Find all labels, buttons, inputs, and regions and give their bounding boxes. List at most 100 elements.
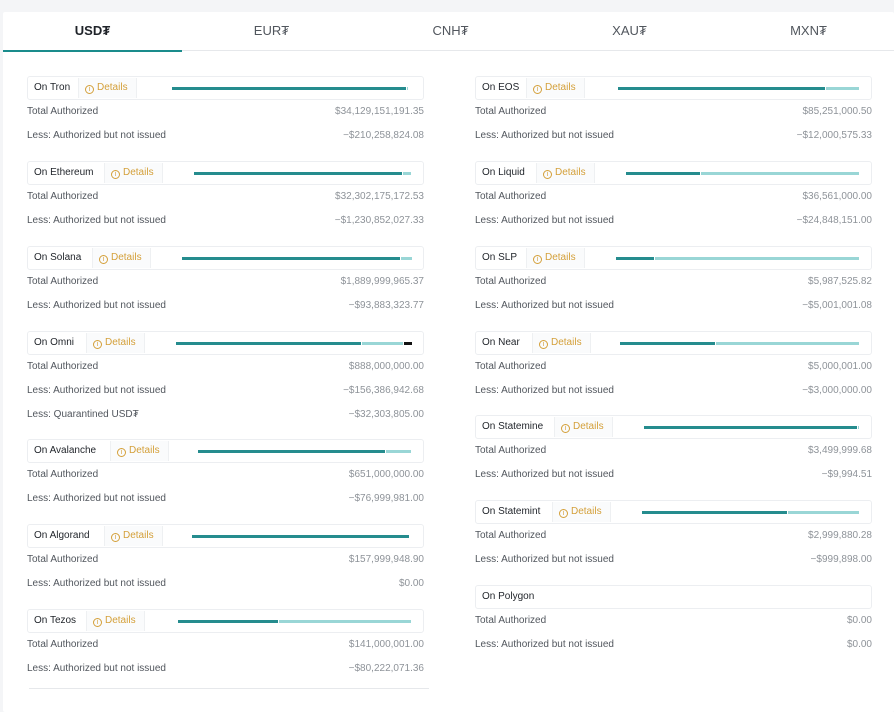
chain-header: On Near i Details	[475, 331, 872, 355]
details-button[interactable]: i Details	[86, 333, 145, 353]
chain-name: On Liquid	[482, 167, 525, 178]
progress-unissued	[386, 450, 411, 453]
chain-liquid: On Liquid i Details Total Authorized $36,561…	[475, 161, 872, 233]
chain-statemine: On Statemine i Details Total Authorized $3,4…	[475, 415, 872, 487]
row-value: $5,000,001.00	[808, 361, 872, 372]
info-icon: i	[99, 255, 108, 264]
progress-unissued	[858, 426, 859, 429]
details-button[interactable]: i Details	[536, 163, 595, 183]
chain-header: On Ethereum i Details	[27, 161, 424, 185]
tab-eurt[interactable]: EUR₮	[253, 23, 290, 38]
details-button[interactable]: i Details	[552, 502, 611, 522]
chain-header: On SLP i Details	[475, 246, 872, 270]
details-label: Details	[123, 530, 154, 541]
chain-name: On EOS	[482, 82, 520, 93]
row-label: Total Authorized	[27, 639, 99, 650]
details-button[interactable]: i Details	[104, 163, 163, 183]
details-label: Details	[97, 82, 128, 93]
details-label: Details	[573, 421, 604, 432]
row-label: Total Authorized	[475, 530, 547, 541]
chain-row: Total Authorized $85,251,000.50	[475, 100, 872, 124]
row-label: Less: Authorized but not issued	[475, 215, 614, 226]
chain-header: On Avalanche i Details	[27, 439, 424, 463]
details-button[interactable]: i Details	[86, 611, 145, 631]
tether-transparency-card: USD₮ EUR₮ CNH₮ XAU₮ MXN₮ On Tron i Details…	[3, 12, 894, 712]
details-button[interactable]: i Details	[554, 417, 613, 437]
details-label: Details	[111, 252, 142, 263]
tab-xaut[interactable]: XAU₮	[612, 23, 647, 38]
chain-name: On Algorand	[34, 530, 90, 541]
progress-unissued	[826, 87, 859, 90]
row-value: $0.00	[846, 639, 872, 650]
chain-polygon: On Polygon Total Authorized $0.00 Less: Aut…	[475, 585, 872, 657]
chain-name: On SLP	[482, 252, 518, 263]
row-label: Total Authorized	[475, 445, 547, 456]
chain-row: Total Authorized $36,561,000.00	[475, 185, 872, 209]
chain-avalanche: On Avalanche i Details Total Authorized $651…	[27, 439, 424, 511]
row-value: $141,000,001.00	[348, 639, 424, 650]
row-label: Total Authorized	[475, 276, 547, 287]
chain-name: On Ethereum	[34, 167, 94, 178]
progress-unissued	[401, 257, 412, 260]
details-button[interactable]: i Details	[92, 248, 151, 268]
chain-slp: On SLP i Details Total Authorized $5,987,525…	[475, 246, 872, 318]
details-button[interactable]: i Details	[78, 78, 137, 98]
chain-name: On Near	[482, 337, 520, 348]
progress-issued	[618, 87, 825, 90]
chain-name: On Statemint	[482, 506, 541, 517]
chain-row: Less: Authorized but not issued −$9,994.5…	[475, 463, 872, 487]
row-label: Total Authorized	[27, 106, 99, 117]
row-label: Less: Authorized but not issued	[475, 300, 614, 311]
row-value: $1,889,999,965.37	[340, 276, 424, 287]
chain-header: On Solana i Details	[27, 246, 424, 270]
row-label: Less: Authorized but not issued	[27, 300, 166, 311]
chain-row: Less: Authorized but not issued $0.00	[27, 572, 424, 596]
details-label: Details	[545, 252, 576, 263]
tab-mxnt[interactable]: MXN₮	[790, 23, 827, 38]
row-value: −$93,883,323.77	[348, 300, 424, 311]
row-value: −$76,999,981.00	[348, 493, 424, 504]
progress-issued	[644, 426, 857, 429]
chain-row: Less: Authorized but not issued −$5,001,0…	[475, 294, 872, 318]
details-button[interactable]: i Details	[526, 78, 585, 98]
row-value: −$24,848,151.00	[796, 215, 872, 226]
row-value: $3,499,999.68	[808, 445, 872, 456]
row-label: Less: Authorized but not issued	[27, 215, 166, 226]
chain-header: On Statemint i Details	[475, 500, 872, 524]
chain-name: On Avalanche	[34, 445, 97, 456]
row-label: Less: Authorized but not issued	[27, 493, 166, 504]
chain-near: On Near i Details Total Authorized $5,000,00…	[475, 331, 872, 403]
progress-issued	[616, 257, 654, 260]
info-icon: i	[533, 85, 542, 94]
details-button[interactable]: i Details	[110, 441, 169, 461]
chain-algorand: On Algorand i Details Total Authorized $157,…	[27, 524, 424, 596]
chain-row: Total Authorized $157,999,948.90	[27, 548, 424, 572]
details-button[interactable]: i Details	[526, 248, 585, 268]
details-button[interactable]: i Details	[104, 526, 163, 546]
row-label: Total Authorized	[27, 191, 99, 202]
row-value: −$12,000,575.33	[796, 130, 872, 141]
chain-name: On Tezos	[34, 615, 77, 626]
row-label: Less: Authorized but not issued	[475, 554, 614, 565]
chain-header: On Statemine i Details	[475, 415, 872, 439]
chain-row: Less: Authorized but not issued −$1,230,8…	[27, 209, 424, 233]
chain-row: Less: Authorized but not issued −$3,000,0…	[475, 379, 872, 403]
details-label: Details	[545, 82, 576, 93]
row-value: $0.00	[846, 615, 872, 626]
row-value: $32,302,175,172.53	[335, 191, 424, 202]
info-icon: i	[93, 618, 102, 627]
info-icon: i	[561, 424, 570, 433]
tab-usdt[interactable]: USD₮	[3, 12, 182, 52]
chain-header: On Polygon	[475, 585, 872, 609]
chain-row: Less: Authorized but not issued −$80,222,…	[27, 657, 424, 681]
row-value: $36,561,000.00	[802, 191, 872, 202]
progress-issued	[178, 620, 278, 623]
row-label: Total Authorized	[475, 615, 547, 626]
chain-row: Less: Authorized but not issued −$93,883,…	[27, 294, 424, 318]
details-button[interactable]: i Details	[532, 333, 591, 353]
details-label: Details	[551, 337, 582, 348]
chain-header: On Algorand i Details	[27, 524, 424, 548]
row-value: $34,129,151,191.35	[335, 106, 424, 117]
tab-cnht[interactable]: CNH₮	[432, 23, 469, 38]
progress-unissued	[403, 172, 411, 175]
